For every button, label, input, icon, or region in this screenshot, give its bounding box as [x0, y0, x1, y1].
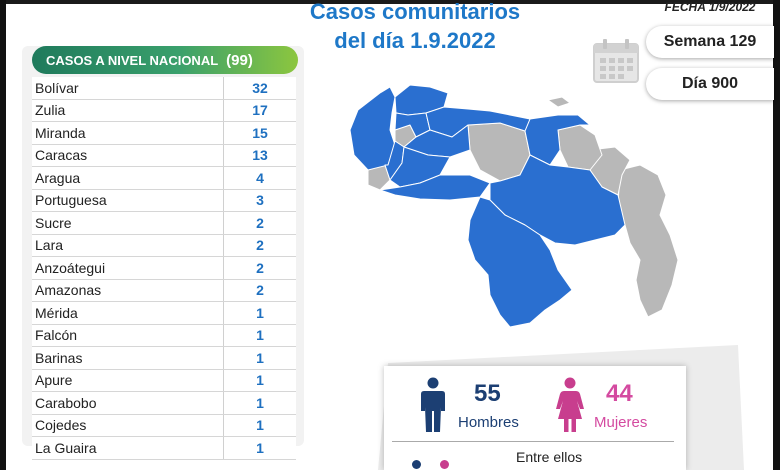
woman-icon	[556, 377, 584, 432]
table-row: Caracas 13	[32, 144, 296, 167]
state-count: 1	[256, 349, 264, 366]
table-row: Zulia 17	[32, 99, 296, 122]
state-count: 2	[256, 282, 264, 299]
page-title: Casos comunitarios del día 1.9.2022	[290, 0, 540, 55]
state-count: 1	[256, 417, 264, 434]
table-row: Lara 2	[32, 234, 296, 257]
table-row: Carabobo 1	[32, 392, 296, 415]
cases-table-header: CASOS A NIVEL NACIONAL (99)	[32, 46, 298, 74]
table-row: Amazonas 2	[32, 279, 296, 302]
week-badge: Semana 129	[646, 26, 774, 58]
left-edge	[0, 0, 6, 470]
table-row: Apure 1	[32, 369, 296, 392]
table-row: Portuguesa 3	[32, 189, 296, 212]
state-count: 3	[256, 192, 264, 209]
state-name: Apure	[32, 369, 224, 391]
men-label: Hombres	[458, 414, 519, 431]
state-count: 1	[256, 372, 264, 389]
state-count: 1	[256, 394, 264, 411]
table-row: Miranda 15	[32, 122, 296, 145]
table-row: Bolívar 32	[32, 77, 296, 100]
state-name: Bolívar	[32, 77, 224, 99]
state-name: La Guaira	[32, 437, 224, 459]
table-row: Falcón 1	[32, 324, 296, 347]
state-count: 13	[252, 147, 268, 164]
map-region-monagas	[557, 124, 603, 171]
state-name: Miranda	[32, 122, 224, 144]
day-badge: Día 900	[646, 68, 774, 100]
men-dot-icon	[412, 460, 421, 469]
state-count: 1	[256, 439, 264, 456]
state-count: 2	[256, 259, 264, 276]
date-label: FECHA 1/9/2022	[664, 0, 756, 14]
table-row: Barinas 1	[32, 347, 296, 370]
state-name: Aragua	[32, 167, 224, 189]
map-region-guarico	[467, 122, 531, 182]
cases-table-title: CASOS A NIVEL NACIONAL	[46, 52, 219, 68]
cases-total: (99)	[226, 51, 253, 69]
state-name: Cojedes	[32, 414, 224, 436]
map-region-nueva-esparta	[547, 96, 571, 108]
cases-table: Bolívar 32 Zulia 17 Miranda 15 Caracas 13 Ar…	[32, 77, 296, 460]
state-name: Zulia	[32, 99, 224, 121]
state-name: Amazonas	[32, 279, 224, 301]
state-count: 2	[256, 237, 264, 254]
table-row: Cojedes 1	[32, 414, 296, 437]
women-dot-icon	[440, 460, 449, 469]
state-name: Sucre	[32, 212, 224, 234]
calendar-icon	[593, 39, 639, 83]
state-count: 2	[256, 214, 264, 231]
state-count: 17	[252, 102, 268, 119]
women-count: 44	[606, 380, 633, 407]
state-name: Barinas	[32, 347, 224, 369]
card-divider	[392, 441, 674, 442]
table-row: Anzoátegui 2	[32, 257, 296, 280]
state-name: Mérida	[32, 302, 224, 324]
women-label: Mujeres	[594, 414, 648, 431]
state-name: Lara	[32, 234, 224, 256]
state-name: Anzoátegui	[32, 257, 224, 279]
state-count: 1	[256, 304, 264, 321]
table-row: Mérida 1	[32, 302, 296, 325]
map-region-zulia	[349, 86, 396, 171]
table-row: Sucre 2	[32, 212, 296, 235]
man-icon	[421, 377, 445, 432]
state-name: Portuguesa	[32, 189, 224, 211]
table-row: Aragua 4	[32, 167, 296, 190]
state-count: 1	[256, 327, 264, 344]
title-line-2: del día 1.9.2022	[334, 28, 496, 53]
right-edge	[773, 0, 780, 470]
map-region-esequiba	[617, 164, 679, 318]
map-region-amazonas	[467, 196, 573, 328]
state-count: 32	[252, 79, 268, 96]
state-name: Carabobo	[32, 392, 224, 414]
state-count: 15	[252, 124, 268, 141]
state-name: Caracas	[32, 144, 224, 166]
top-edge	[0, 0, 780, 4]
state-name: Falcón	[32, 324, 224, 346]
table-row: La Guaira 1	[32, 437, 296, 460]
entre-ellos-label: Entre ellos	[516, 449, 583, 465]
venezuela-map	[349, 84, 679, 328]
state-count: 4	[256, 169, 264, 186]
title-line-1: Casos comunitarios	[309, 0, 521, 24]
map-region-anzoategui	[524, 114, 591, 166]
men-count: 55	[474, 380, 501, 407]
